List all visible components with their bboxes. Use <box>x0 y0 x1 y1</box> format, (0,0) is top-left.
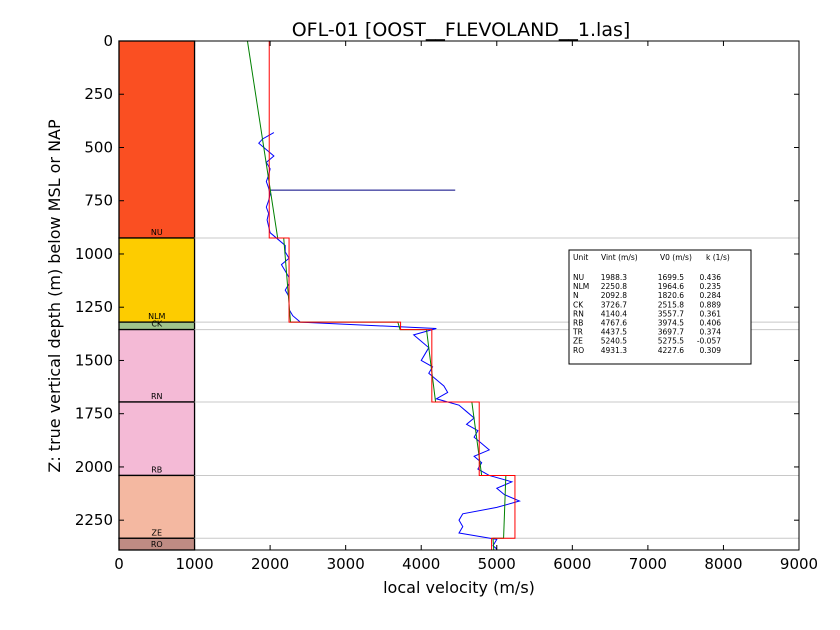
table-cell: 0.235 <box>700 282 722 291</box>
unit-label: RB <box>151 465 162 474</box>
table-cell: 2250.8 <box>601 282 627 291</box>
x-tick-label: 3000 <box>327 555 365 573</box>
unit-label: NLM <box>148 312 165 321</box>
table-cell-unit: NLM <box>573 282 589 291</box>
unit-label: NU <box>151 228 163 237</box>
table-cell: 3557.7 <box>658 309 684 318</box>
table-cell: 4931.3 <box>601 346 627 355</box>
unit-label: ZE <box>152 528 163 537</box>
x-axis-label: local velocity (m/s) <box>383 578 535 597</box>
table-cell: 4437.5 <box>601 328 627 337</box>
table-cell: 3974.5 <box>658 319 684 328</box>
table-cell: 2515.8 <box>658 300 684 309</box>
y-tick-label: 500 <box>84 138 113 156</box>
velocity-log-line <box>258 132 521 550</box>
table-cell: -0.057 <box>697 337 721 346</box>
table-cell: 0.374 <box>700 328 722 337</box>
y-axis-label: Z: true vertical depth (m) below MSL or … <box>45 119 64 473</box>
table-cell: 4140.4 <box>601 309 627 318</box>
table-cell-unit: NU <box>573 273 584 282</box>
table-cell: 4227.6 <box>658 346 684 355</box>
x-axis-ticks: 0 1000 2000 3000 4000 5000 6000 7000 8000 9000 <box>114 41 818 573</box>
y-tick-label: 2000 <box>75 458 113 476</box>
x-tick-label: 1000 <box>175 555 213 573</box>
table-cell-unit: RB <box>573 319 583 328</box>
table-cell-unit: RO <box>573 346 584 355</box>
table-cell-unit: RN <box>573 309 584 318</box>
table-cell: 1820.6 <box>658 291 684 300</box>
x-tick-label: 4000 <box>402 555 440 573</box>
x-tick-label: 5000 <box>478 555 516 573</box>
y-tick-label: 2250 <box>75 511 113 529</box>
table-header: k (1/s) <box>706 253 730 262</box>
table-cell-unit: CK <box>573 300 584 309</box>
table-cell: 1988.3 <box>601 273 627 282</box>
y-tick-label: 750 <box>84 192 113 210</box>
y-axis-ticks: 0 250 500 750 1000 1250 1500 1750 2000 2250 <box>75 32 799 529</box>
red-trend-line <box>268 41 516 550</box>
table-cell: 4767.6 <box>601 319 627 328</box>
table-cell: 3697.7 <box>658 328 684 337</box>
unit-block-rb <box>118 401 196 477</box>
unit-block-nlm <box>118 237 196 323</box>
x-tick-label: 2000 <box>251 555 289 573</box>
table-cell: 2092.8 <box>601 291 627 300</box>
table-box <box>568 249 752 365</box>
table-cell: 0.889 <box>700 300 722 309</box>
table-cell: 0.361 <box>700 309 722 318</box>
table-cell-unit: N <box>573 291 579 300</box>
x-tick-label: 0 <box>114 555 124 573</box>
table-cell: 1699.5 <box>658 273 684 282</box>
table-header: Unit <box>573 253 588 262</box>
table-cell-unit: ZE <box>573 337 583 346</box>
unit-label: RO <box>151 540 163 549</box>
table-cell: 5240.5 <box>601 337 627 346</box>
chart-title: OFL-01 [OOST__FLEVOLAND__1.las] <box>292 19 631 41</box>
table-cell: 3726.7 <box>601 300 627 309</box>
y-tick-label: 0 <box>103 32 113 50</box>
table-cell: 0.309 <box>700 346 722 355</box>
x-tick-label: 9000 <box>780 555 818 573</box>
unit-label: CK <box>151 320 163 329</box>
interval-velocity-table: Unit Vint (m/s) V0 (m/s) k (1/s) NU 1988.3 169… <box>568 249 752 365</box>
unit-block-nu <box>118 40 196 239</box>
x-tick-label: 8000 <box>704 555 742 573</box>
table-cell: 0.436 <box>700 273 722 282</box>
green-trend-line <box>246 40 507 551</box>
y-tick-label: 1750 <box>75 405 113 423</box>
y-tick-label: 1500 <box>75 351 113 369</box>
table-cell-unit: TR <box>572 328 583 337</box>
y-tick-label: 250 <box>84 85 113 103</box>
plot-frame <box>118 40 800 551</box>
table-cell: 1964.6 <box>658 282 684 291</box>
table-header: Vint (m/s) <box>601 253 638 262</box>
table-cell: 5275.5 <box>658 337 684 346</box>
x-tick-label: 6000 <box>553 555 591 573</box>
velocity-log <box>258 132 521 550</box>
table-cell: 0.284 <box>700 291 722 300</box>
x-tick-label: 7000 <box>629 555 667 573</box>
table-cell: 0.406 <box>700 319 722 328</box>
table-header: V0 (m/s) <box>660 253 692 262</box>
y-tick-label: 1250 <box>75 298 113 316</box>
unit-block-ze <box>118 474 196 539</box>
y-tick-label: 1000 <box>75 245 113 263</box>
unit-label: RN <box>151 392 163 401</box>
trend-lines <box>246 40 516 551</box>
